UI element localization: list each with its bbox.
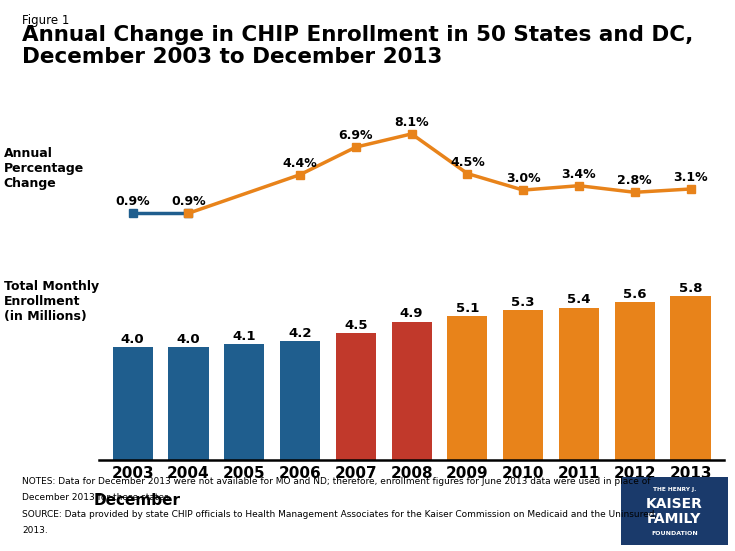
Text: 2013.: 2013. (22, 526, 48, 535)
Bar (559, 307, 599, 460)
Text: Annual
Percentage
Change: Annual Percentage Change (4, 147, 84, 190)
Text: 5.1: 5.1 (456, 302, 479, 315)
Bar (448, 316, 487, 460)
Text: 3.4%: 3.4% (562, 168, 596, 181)
Text: 5.4: 5.4 (567, 293, 591, 306)
Text: 4.4%: 4.4% (283, 156, 318, 170)
Text: 0.9%: 0.9% (171, 195, 206, 208)
Text: December 2013 for these states.: December 2013 for these states. (22, 493, 172, 502)
Text: 2.8%: 2.8% (617, 174, 652, 187)
Text: 4.5%: 4.5% (450, 155, 485, 169)
Text: 6.9%: 6.9% (339, 129, 373, 142)
Bar (224, 344, 265, 460)
Text: 4.5: 4.5 (344, 319, 368, 332)
Text: SOURCE: Data provided by state CHIP officials to Health Management Associates fo: SOURCE: Data provided by state CHIP offi… (22, 510, 657, 518)
Text: 8.1%: 8.1% (394, 116, 429, 129)
Text: 4.0: 4.0 (176, 333, 200, 346)
Bar (336, 333, 376, 460)
Bar (614, 302, 655, 460)
Text: 3.0%: 3.0% (506, 172, 540, 185)
Text: 4.1: 4.1 (232, 330, 256, 343)
Text: 0.9%: 0.9% (115, 195, 150, 208)
Text: 3.1%: 3.1% (673, 171, 708, 184)
Text: Total Monthly
Enrollment
(in Millions): Total Monthly Enrollment (in Millions) (4, 280, 98, 323)
Text: December: December (93, 493, 181, 507)
Text: Figure 1: Figure 1 (22, 14, 69, 27)
Text: 4.9: 4.9 (400, 307, 423, 321)
Bar (112, 347, 153, 460)
Text: THE HENRY J.: THE HENRY J. (653, 487, 696, 491)
Text: 4.2: 4.2 (288, 327, 312, 341)
Text: 5.3: 5.3 (512, 296, 535, 309)
Bar (670, 296, 711, 460)
Text: 5.8: 5.8 (678, 282, 702, 295)
Bar (503, 310, 543, 460)
Text: 5.6: 5.6 (623, 288, 647, 301)
Text: NOTES: Data for December 2013 were not available for MO and ND; therefore, enrol: NOTES: Data for December 2013 were not a… (22, 477, 650, 485)
Text: KAISER: KAISER (646, 497, 703, 511)
Text: FAMILY: FAMILY (648, 512, 701, 526)
Text: 4.0: 4.0 (121, 333, 145, 346)
Text: Annual Change in CHIP Enrollment in 50 States and DC,
December 2003 to December : Annual Change in CHIP Enrollment in 50 S… (22, 25, 693, 67)
Text: FOUNDATION: FOUNDATION (651, 531, 698, 536)
Bar (280, 342, 320, 460)
Bar (392, 322, 431, 460)
Bar (168, 347, 209, 460)
